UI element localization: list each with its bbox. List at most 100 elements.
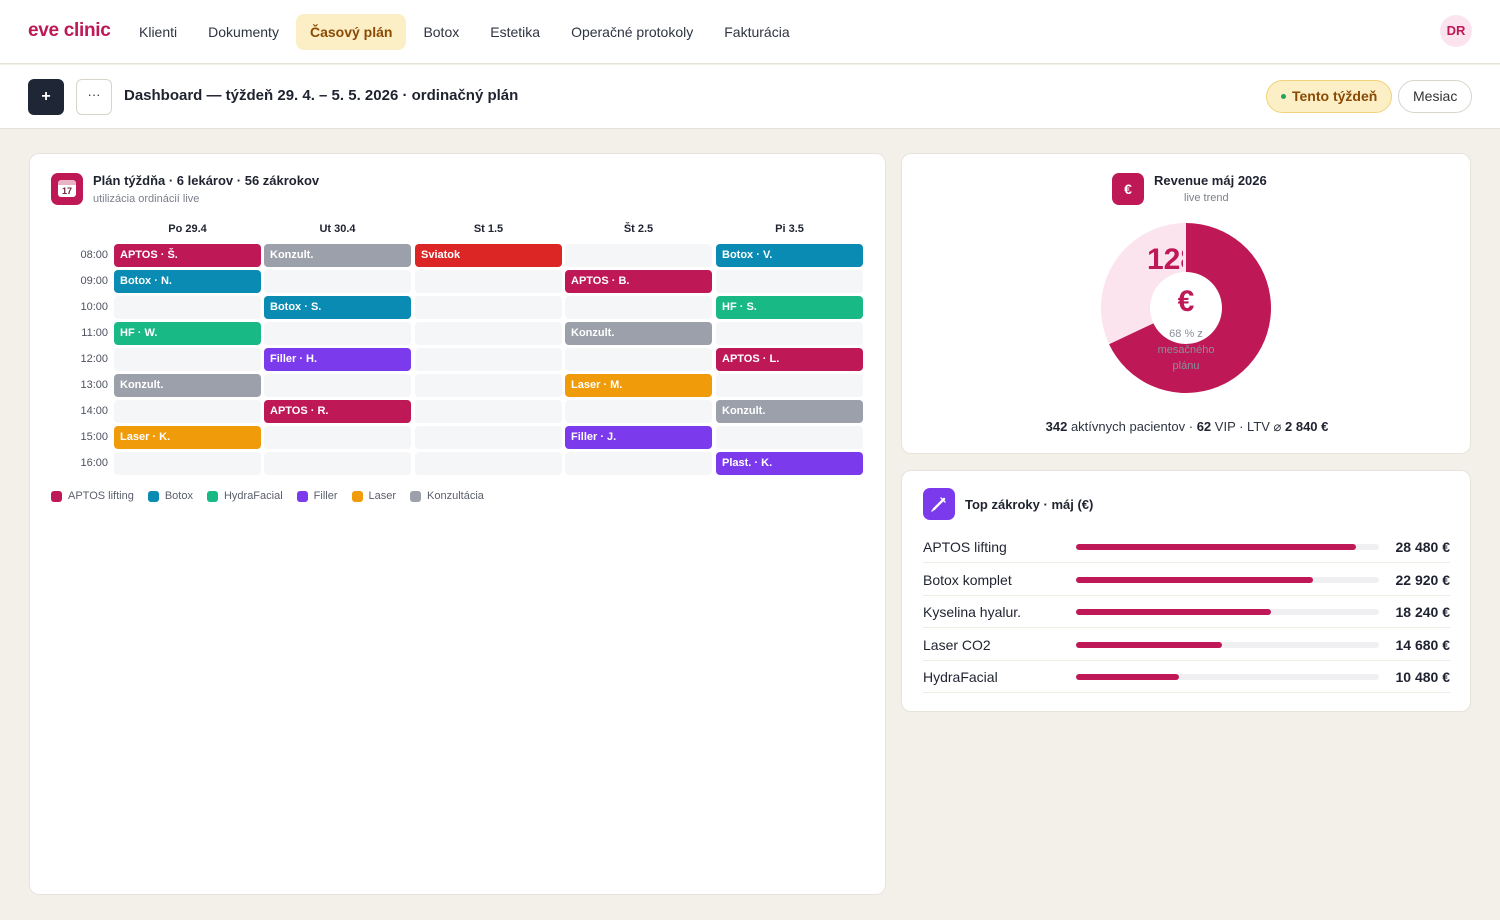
empty-slot[interactable] bbox=[264, 426, 411, 449]
legend-label: HydraFacial bbox=[223, 490, 283, 502]
revenue-subtitle: live trend bbox=[1184, 192, 1229, 204]
add-button[interactable]: + bbox=[28, 79, 64, 115]
empty-slot[interactable] bbox=[264, 374, 411, 397]
top-procedures-card: Top zákroky · máj (€) APTOS lifting 28 48… bbox=[901, 470, 1471, 712]
appointment-block[interactable]: Sviatok bbox=[415, 244, 562, 267]
appointment-block[interactable]: APTOS · B. bbox=[565, 270, 712, 293]
empty-slot[interactable] bbox=[264, 322, 411, 345]
legend-swatch bbox=[351, 490, 363, 502]
appointment-block[interactable]: Konzult. bbox=[716, 400, 863, 423]
procedure-name: HydraFacial bbox=[923, 669, 998, 685]
empty-slot[interactable] bbox=[114, 452, 261, 475]
top-procedures-title: Top zákroky · máj (€) bbox=[965, 497, 1094, 512]
empty-slot[interactable] bbox=[415, 400, 562, 423]
day-header: Po 29.4 bbox=[168, 223, 207, 235]
appointment-block[interactable]: HF · S. bbox=[716, 296, 863, 319]
nav-item-botox[interactable]: Botox bbox=[423, 24, 460, 40]
nav-item-casovy-plan[interactable]: Časový plán bbox=[295, 14, 407, 50]
empty-slot[interactable] bbox=[716, 322, 863, 345]
appointment-block[interactable]: Laser · K. bbox=[114, 426, 261, 449]
appointment-block[interactable]: Konzult. bbox=[114, 374, 261, 397]
time-label: 11:00 bbox=[81, 327, 108, 339]
procedure-value: 10 480 € bbox=[1395, 669, 1451, 685]
procedure-bar-track bbox=[1076, 544, 1379, 550]
empty-slot[interactable] bbox=[415, 322, 562, 345]
revenue-card: € Revenue máj 2026 live trend 128 € 68 %… bbox=[901, 153, 1471, 454]
procedure-row[interactable]: Kyselina hyalur. 18 240 € bbox=[923, 596, 1450, 628]
legend-item: Filler bbox=[296, 490, 338, 502]
user-avatar[interactable]: DR bbox=[1440, 15, 1472, 47]
procedure-name: Botox komplet bbox=[923, 571, 1012, 588]
appointment-block[interactable]: HF · W. bbox=[114, 322, 261, 345]
nav-item-fakturacia[interactable]: Fakturácia bbox=[724, 24, 790, 40]
appointment-block[interactable]: APTOS · L. bbox=[716, 348, 863, 371]
nav-item-operacne-protokoly[interactable]: Operačné protokoly bbox=[571, 24, 694, 40]
procedure-bar-track bbox=[1076, 674, 1379, 680]
ltv-value: 2 840 € bbox=[1285, 419, 1329, 434]
empty-slot[interactable] bbox=[114, 296, 261, 319]
empty-slot[interactable] bbox=[264, 270, 411, 293]
empty-slot[interactable] bbox=[415, 426, 562, 449]
appointment-block[interactable]: APTOS · Š. bbox=[114, 244, 261, 267]
empty-slot[interactable] bbox=[415, 296, 562, 319]
empty-slot[interactable] bbox=[415, 270, 562, 293]
empty-slot[interactable] bbox=[264, 452, 411, 475]
empty-slot[interactable] bbox=[565, 400, 712, 423]
legend-item: APTOS lifting bbox=[51, 490, 134, 502]
procedure-name: APTOS lifting bbox=[923, 539, 1007, 555]
procedure-value: 22 920 € bbox=[1395, 571, 1451, 588]
procedure-bar bbox=[1076, 609, 1272, 615]
plan-subtitle: utilizácia ordinácií live bbox=[93, 193, 200, 205]
appointment-block[interactable]: Botox · S. bbox=[264, 296, 411, 319]
nav-item-estetika[interactable]: Estetika bbox=[490, 24, 541, 40]
this-week-button[interactable]: Tento týždeň bbox=[1266, 80, 1393, 113]
legend-item: HydraFacial bbox=[206, 490, 283, 502]
appointment-block[interactable]: APTOS · R. bbox=[264, 400, 411, 423]
donut-progress bbox=[1109, 223, 1271, 393]
procedure-row[interactable]: Botox komplet 22 920 € bbox=[923, 564, 1450, 596]
legend-swatch bbox=[206, 490, 218, 502]
legend-item: Botox bbox=[147, 490, 193, 502]
empty-slot[interactable] bbox=[415, 452, 562, 475]
appointment-block[interactable]: Konzult. bbox=[264, 244, 411, 267]
empty-slot[interactable] bbox=[114, 348, 261, 371]
nav-item-dokumenty[interactable]: Dokumenty bbox=[208, 24, 279, 40]
appointment-block[interactable]: Plast. · K. bbox=[716, 452, 863, 475]
procedure-row[interactable]: APTOS lifting 28 480 € bbox=[923, 531, 1450, 563]
empty-slot[interactable] bbox=[716, 374, 863, 397]
appointment-block[interactable]: Filler · H. bbox=[264, 348, 411, 371]
euro-symbol: € bbox=[1177, 285, 1195, 318]
app-logo[interactable]: eve clinic bbox=[28, 20, 111, 41]
empty-slot[interactable] bbox=[565, 296, 712, 319]
revenue-caption: 68 % z mesačného plánu bbox=[1157, 328, 1215, 372]
appointment-block[interactable]: Filler · J. bbox=[565, 426, 712, 449]
empty-slot[interactable] bbox=[565, 244, 712, 267]
empty-slot[interactable] bbox=[716, 426, 863, 449]
schedule-legend: APTOS lifting Botox HydraFacial Filler Laser… bbox=[51, 490, 484, 502]
empty-slot[interactable] bbox=[415, 374, 562, 397]
procedure-row[interactable]: Laser CO2 14 680 € bbox=[923, 629, 1450, 661]
empty-slot[interactable] bbox=[565, 348, 712, 371]
procedure-row[interactable]: HydraFacial 10 480 € bbox=[923, 661, 1450, 693]
appointment-block[interactable]: Botox · N. bbox=[114, 270, 261, 293]
more-options-button[interactable]: ··· bbox=[76, 79, 112, 115]
appointment-block[interactable]: Laser · M. bbox=[565, 374, 712, 397]
empty-slot[interactable] bbox=[114, 400, 261, 423]
revenue-title: Revenue máj 2026 bbox=[1154, 173, 1267, 188]
procedure-name: Kyselina hyalur. bbox=[923, 604, 1022, 620]
procedure-bar bbox=[1076, 641, 1223, 648]
syringe-glyph bbox=[931, 497, 946, 512]
appointment-block[interactable]: Konzult. bbox=[565, 322, 712, 345]
procedure-bar bbox=[1076, 544, 1356, 550]
vip-label: VIP · LTV ⌀ bbox=[1214, 419, 1282, 434]
appointment-block[interactable]: Botox · V. bbox=[716, 244, 863, 267]
empty-slot[interactable] bbox=[415, 348, 562, 371]
empty-slot[interactable] bbox=[565, 452, 712, 475]
legend-label: Laser bbox=[368, 490, 397, 502]
day-header: Št 2.5 bbox=[623, 223, 654, 235]
revenue-number: 128 bbox=[1147, 243, 1183, 276]
month-button[interactable]: Mesiac bbox=[1398, 80, 1473, 113]
revenue-stats: 342 aktívnych pacientov · 62 VIP · LTV ⌀… bbox=[902, 419, 1472, 435]
empty-slot[interactable] bbox=[716, 270, 863, 293]
nav-item-klienti[interactable]: Klienti bbox=[139, 24, 178, 40]
